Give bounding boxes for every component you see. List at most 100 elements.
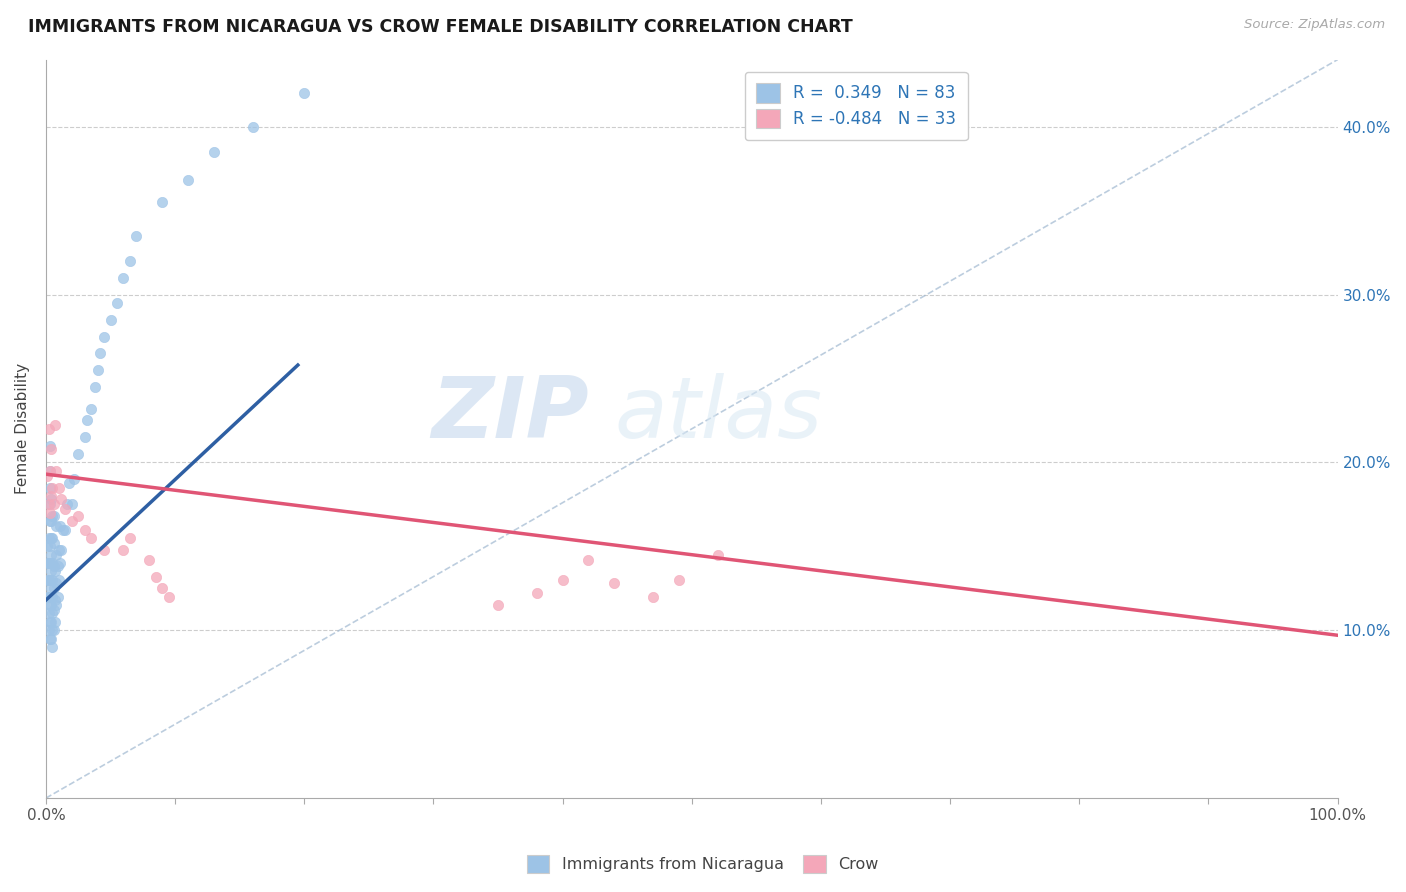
Point <box>41 509 63 524</box>
Point <box>38 531 60 545</box>
Point <box>668 573 690 587</box>
Point <box>39 514 62 528</box>
Point <box>45 576 67 591</box>
Point <box>37 468 59 483</box>
Point <box>67 447 90 461</box>
Point <box>486 598 509 612</box>
Point <box>38 497 60 511</box>
Point <box>45 598 67 612</box>
Point <box>39 598 62 612</box>
Point <box>118 531 141 545</box>
Point <box>105 296 128 310</box>
Point <box>38 556 60 570</box>
Point <box>42 559 65 574</box>
Point <box>53 523 76 537</box>
Point <box>44 615 66 629</box>
Point <box>86 363 108 377</box>
Point <box>38 514 60 528</box>
Point <box>53 502 76 516</box>
Point <box>38 539 60 553</box>
Point <box>112 270 135 285</box>
Point <box>38 615 60 629</box>
Point <box>44 565 66 579</box>
Point <box>73 430 96 444</box>
Point <box>202 145 225 159</box>
Point <box>38 506 60 520</box>
Text: Source: ZipAtlas.com: Source: ZipAtlas.com <box>1244 18 1385 31</box>
Point <box>41 556 63 570</box>
Point <box>150 581 173 595</box>
Point <box>46 559 69 574</box>
Point <box>39 489 62 503</box>
Point <box>60 497 83 511</box>
Point <box>112 542 135 557</box>
Point <box>44 593 66 607</box>
Point <box>44 418 66 433</box>
Point <box>138 553 160 567</box>
Point <box>145 569 167 583</box>
Point <box>578 553 600 567</box>
Point <box>38 556 60 570</box>
Point <box>39 615 62 629</box>
Point <box>55 497 77 511</box>
Text: ZIP: ZIP <box>430 373 589 456</box>
Point <box>41 481 63 495</box>
Point <box>100 312 122 326</box>
Point <box>41 607 63 621</box>
Point <box>38 439 60 453</box>
Point <box>42 497 65 511</box>
Point <box>551 573 574 587</box>
Point <box>38 464 60 478</box>
Point <box>39 442 62 456</box>
Point <box>51 492 73 507</box>
Point <box>42 536 65 550</box>
Point <box>39 492 62 507</box>
Point <box>41 531 63 545</box>
Point <box>526 586 548 600</box>
Point <box>46 590 69 604</box>
Point <box>38 632 60 646</box>
Point <box>52 523 75 537</box>
Point <box>38 481 60 495</box>
Point <box>41 590 63 604</box>
Point <box>41 624 63 638</box>
Y-axis label: Female Disability: Female Disability <box>15 363 30 494</box>
Point <box>63 472 86 486</box>
Point <box>37 590 59 604</box>
Point <box>84 380 107 394</box>
Point <box>51 542 73 557</box>
Text: IMMIGRANTS FROM NICARAGUA VS CROW FEMALE DISABILITY CORRELATION CHART: IMMIGRANTS FROM NICARAGUA VS CROW FEMALE… <box>28 18 853 36</box>
Point <box>125 228 148 243</box>
Point <box>42 603 65 617</box>
Point <box>37 573 59 587</box>
Point <box>39 581 62 595</box>
Point <box>48 542 70 557</box>
Point <box>38 590 60 604</box>
Point <box>42 624 65 638</box>
Point <box>39 548 62 562</box>
Point <box>242 120 264 134</box>
Point <box>38 573 60 587</box>
Point <box>38 573 60 587</box>
Point <box>37 539 59 553</box>
Point <box>39 632 62 646</box>
Point <box>38 624 60 638</box>
Point <box>177 173 200 187</box>
Point <box>38 590 60 604</box>
Point <box>49 519 72 533</box>
Point <box>706 548 728 562</box>
Point <box>292 86 315 100</box>
Point <box>80 531 103 545</box>
Point <box>93 329 115 343</box>
Point <box>38 422 60 436</box>
Point <box>67 509 90 524</box>
Point <box>41 573 63 587</box>
Point <box>48 481 70 495</box>
Point <box>39 565 62 579</box>
Point <box>37 556 59 570</box>
Point <box>45 519 67 533</box>
Point <box>38 497 60 511</box>
Point <box>38 598 60 612</box>
Point <box>118 254 141 268</box>
Point <box>150 195 173 210</box>
